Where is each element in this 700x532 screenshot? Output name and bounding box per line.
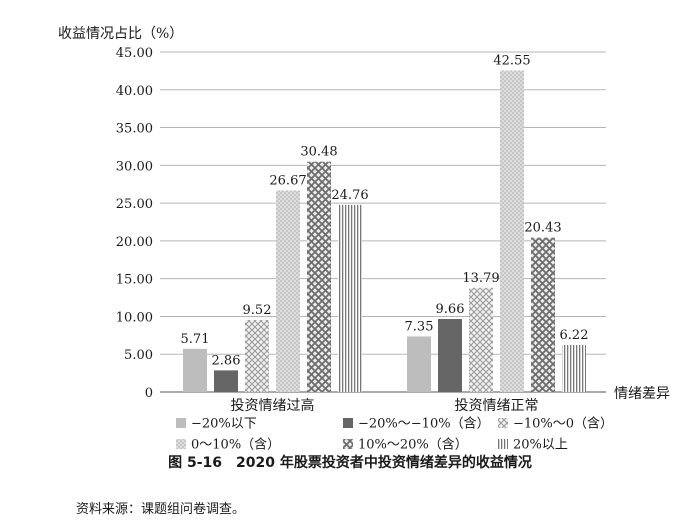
bar	[438, 319, 462, 392]
y-tick-label: 30.00	[116, 159, 153, 174]
legend-label: −10%～0（含）	[513, 416, 613, 432]
legend-item: −20%～−10%（含）	[343, 416, 490, 432]
bar	[183, 348, 207, 392]
legend-swatch	[498, 439, 508, 449]
bar	[469, 287, 493, 392]
data-label: 42.55	[493, 54, 530, 69]
y-tick-label: 20.00	[116, 235, 153, 250]
bar	[307, 161, 331, 392]
y-tick-labels: 0 5.00 10.00 15.00 20.00 25.00 30.00 35.00 40.00…	[116, 46, 153, 401]
data-label: 5.71	[181, 332, 210, 347]
legend-item: −10%～0（含）	[498, 416, 613, 432]
legend: −20%以下 −20%～−10%（含） −10%～0（含） 0～10%（含） 10%～2…	[176, 416, 613, 453]
y-tick-label: 45.00	[116, 46, 153, 61]
data-label: 2.86	[212, 353, 241, 368]
data-label: 30.48	[300, 145, 337, 160]
bar	[276, 190, 300, 392]
y-tick-label: 25.00	[116, 197, 153, 212]
data-label: 9.52	[243, 303, 272, 318]
bars	[183, 70, 586, 392]
y-tick-label: 5.00	[124, 348, 153, 363]
legend-swatch	[343, 418, 353, 428]
legend-item: 10%～20%（含）	[343, 437, 468, 453]
bar	[562, 345, 586, 392]
legend-swatch	[176, 418, 186, 428]
y-tick-label: 35.00	[116, 122, 153, 137]
data-label: 7.35	[405, 319, 434, 334]
figure-caption: 图 5-16 2020 年股票投资者中投资情绪差异的收益情况	[168, 454, 532, 471]
legend-swatch	[176, 439, 186, 449]
category-labels: 投资情绪过高 投资情绪正常	[231, 397, 539, 414]
bar	[245, 320, 269, 392]
data-label: 13.79	[462, 271, 499, 286]
legend-item: −20%以下	[176, 417, 257, 432]
legend-label: −20%以下	[191, 417, 257, 432]
legend-item: 20%以上	[498, 438, 568, 453]
category-label: 投资情绪正常	[455, 398, 539, 414]
legend-item: 0～10%（含）	[176, 437, 280, 453]
legend-swatch	[343, 439, 353, 449]
data-labels: 5.712.86 9.52 26.67 30.48 24.76 7.359.66 13.79…	[181, 54, 589, 369]
source-note: 资料来源：课题组问卷调查。	[76, 501, 245, 517]
legend-swatch	[498, 418, 508, 428]
data-label: 24.76	[331, 188, 368, 203]
y-axis-title: 收益情况占比（%）	[58, 26, 183, 42]
data-label: 26.67	[269, 173, 306, 188]
legend-label: 10%～20%（含）	[358, 437, 468, 453]
y-tick-label: 0	[145, 386, 153, 401]
x-axis-title: 情绪差异	[614, 386, 670, 402]
bar	[500, 70, 524, 392]
legend-label: 0～10%（含）	[191, 437, 280, 453]
bar	[407, 336, 431, 392]
gridlines	[160, 51, 606, 393]
category-label: 投资情绪过高	[231, 397, 315, 414]
bar	[214, 370, 238, 392]
y-tick-label: 40.00	[116, 84, 153, 99]
y-tick-label: 10.00	[116, 310, 153, 325]
legend-label: 20%以上	[513, 438, 568, 453]
data-label: 9.66	[436, 302, 465, 317]
bar	[338, 204, 362, 392]
data-label: 6.22	[560, 328, 589, 343]
legend-label: −20%～−10%（含）	[358, 416, 490, 432]
y-tick-label: 15.00	[116, 273, 153, 288]
bar	[531, 237, 555, 392]
data-label: 20.43	[524, 221, 561, 236]
